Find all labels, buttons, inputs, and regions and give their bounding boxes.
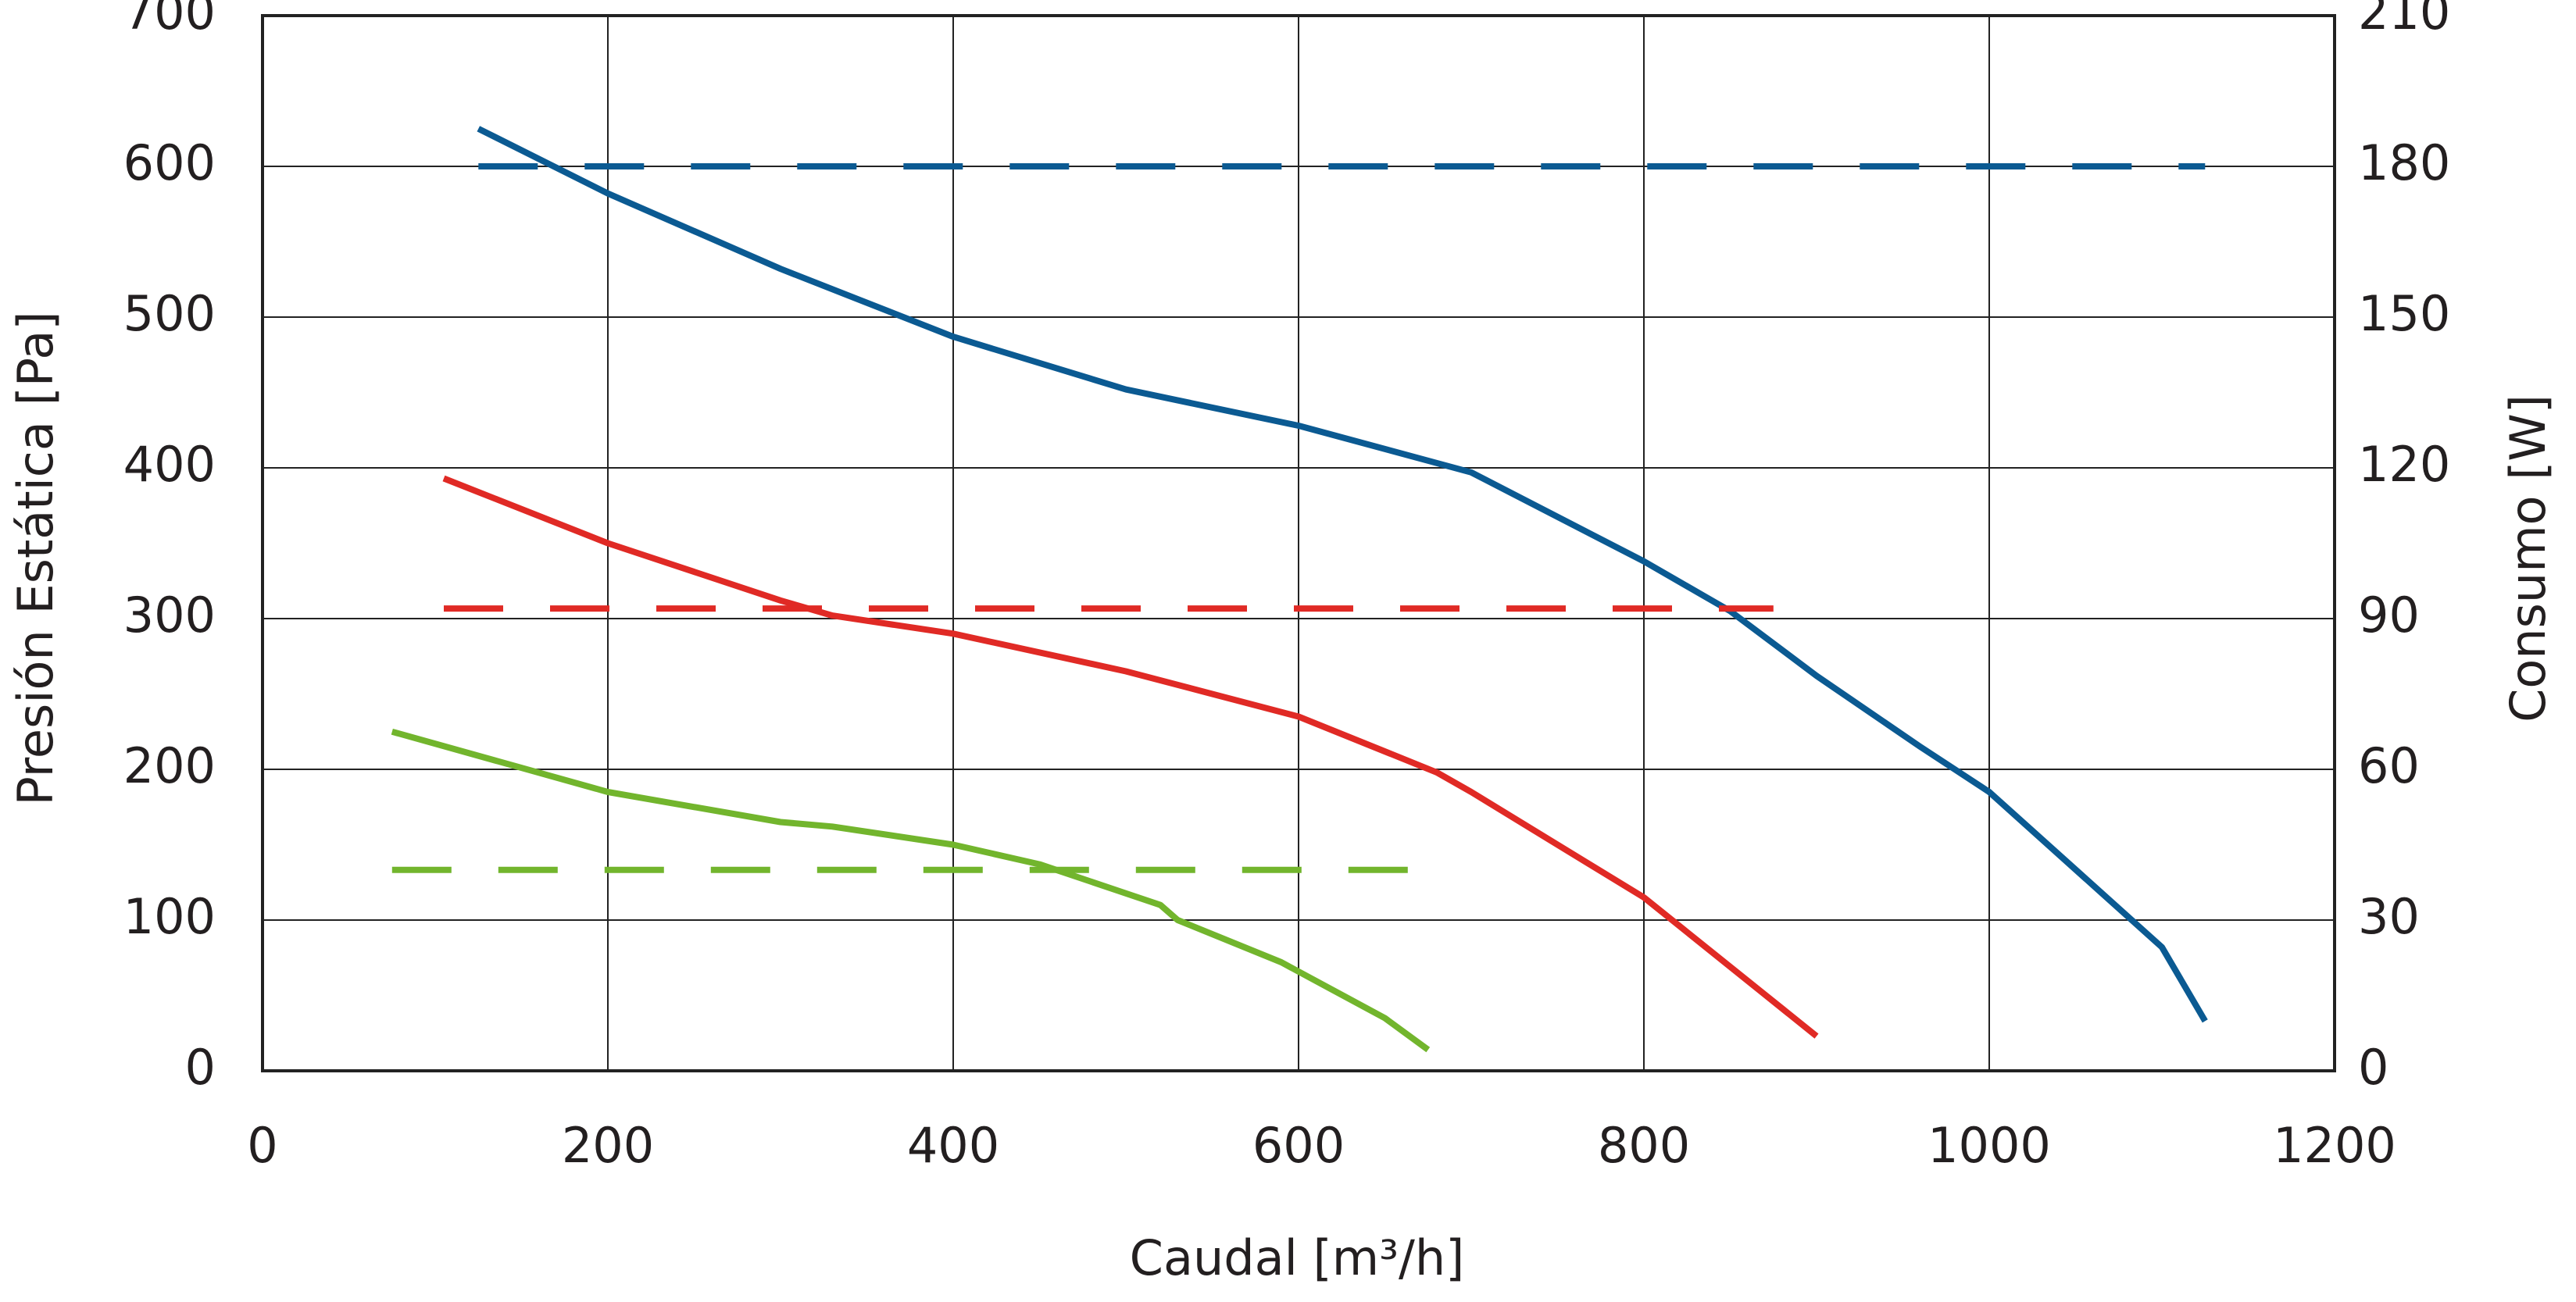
y-tick-label: 300 bbox=[123, 587, 216, 644]
y-tick-label: 600 bbox=[123, 134, 216, 191]
y2-tick-label: 0 bbox=[2358, 1039, 2388, 1096]
y2-tick-label: 90 bbox=[2358, 587, 2420, 644]
y2-axis-title: Consumo [W] bbox=[2499, 394, 2556, 722]
y2-tick-label: 150 bbox=[2358, 285, 2450, 342]
y-tick-label: 100 bbox=[123, 888, 216, 945]
x-tick-label: 600 bbox=[1252, 1117, 1345, 1174]
y2-tick-label: 180 bbox=[2358, 134, 2450, 191]
x-tick-label: 200 bbox=[562, 1117, 654, 1174]
y2-tick-label: 120 bbox=[2358, 436, 2450, 493]
y-axis-title: Presión Estática [Pa] bbox=[7, 311, 64, 805]
y-tick-label: 200 bbox=[123, 737, 216, 794]
plot-frame bbox=[261, 14, 2336, 1072]
x-tick-label: 1000 bbox=[1928, 1117, 2051, 1174]
x-tick-label: 1200 bbox=[2273, 1117, 2396, 1174]
y-tick-label: 400 bbox=[123, 436, 216, 493]
x-tick-label: 0 bbox=[247, 1117, 277, 1174]
x-tick-label: 800 bbox=[1598, 1117, 1690, 1174]
y2-tick-label: 60 bbox=[2358, 737, 2420, 794]
y2-tick-label: 210 bbox=[2358, 0, 2450, 41]
series-line bbox=[477, 126, 2208, 1023]
x-tick-label: 400 bbox=[907, 1117, 999, 1174]
y-tick-label: 0 bbox=[185, 1039, 216, 1096]
y2-tick-label: 30 bbox=[2358, 888, 2420, 945]
y-tick-label: 500 bbox=[123, 285, 216, 342]
x-axis-title: Caudal [m³/h] bbox=[1130, 1229, 1465, 1286]
series-line bbox=[391, 728, 1431, 1053]
series-line bbox=[442, 475, 1819, 1039]
y-tick-label: 700 bbox=[123, 0, 216, 41]
